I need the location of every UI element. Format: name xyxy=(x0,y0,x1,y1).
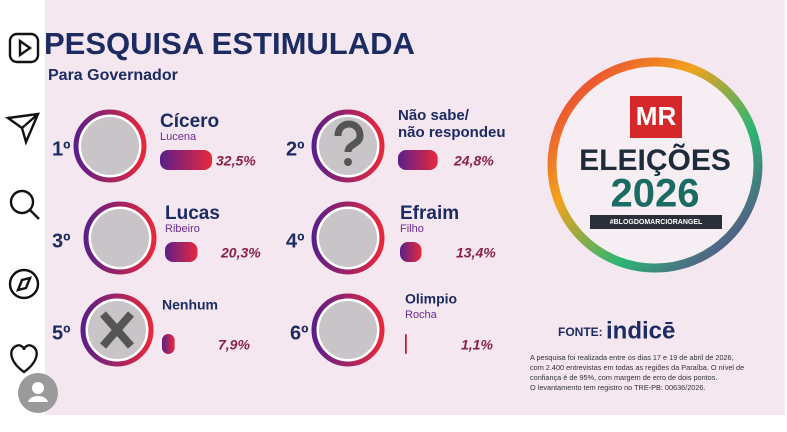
candidate-name: Efraim xyxy=(400,203,459,224)
logo-line2: 2026 xyxy=(611,172,700,216)
compass xyxy=(16,276,32,292)
candidate-surname: não respondeu xyxy=(398,124,506,141)
avatar-body xyxy=(28,396,48,402)
rank: 5º xyxy=(52,322,70,344)
source: indicē xyxy=(606,317,675,344)
photo xyxy=(81,117,139,175)
title: PESQUISA ESTIMULADA xyxy=(44,26,415,61)
bar xyxy=(405,334,407,354)
avatar-head xyxy=(32,382,44,394)
rank: 2º xyxy=(286,138,304,160)
reels-icon[interactable] xyxy=(8,32,40,64)
search-handle xyxy=(29,209,40,220)
value-label: 7,9% xyxy=(218,337,250,353)
search-icon[interactable] xyxy=(9,189,35,215)
value-label: 13,4% xyxy=(456,245,496,261)
value-label: 24,8% xyxy=(453,153,494,169)
candidate-surname: Lucena xyxy=(160,131,197,143)
photo xyxy=(319,209,377,267)
value-label: 1,1% xyxy=(461,337,493,353)
photo xyxy=(319,301,377,359)
photo xyxy=(91,209,149,267)
explore-icon[interactable] xyxy=(8,268,40,300)
value-label: 32,5% xyxy=(216,153,256,169)
share-icon[interactable] xyxy=(4,112,40,146)
candidate-name: Olimpio xyxy=(405,291,457,307)
candidate-name: Não sabe/ xyxy=(398,107,470,124)
note-line: com 2.400 entrevistas em todas as regiõe… xyxy=(530,363,744,372)
rank: 6º xyxy=(290,322,308,344)
bar xyxy=(165,242,198,262)
like-icon[interactable] xyxy=(10,344,38,374)
rank: 1º xyxy=(52,138,70,160)
logo-tag-band xyxy=(590,215,722,229)
logo-brand: MR xyxy=(636,101,677,131)
bar xyxy=(162,334,175,354)
question-icon xyxy=(334,120,364,153)
logo-tag: #BLOGDOMARCIORANGEL xyxy=(610,219,703,226)
candidate-name: Lucas xyxy=(165,203,220,224)
bar xyxy=(400,242,422,262)
rank: 3º xyxy=(52,230,70,252)
question-dot xyxy=(344,158,352,166)
sidebar xyxy=(4,32,40,374)
bar xyxy=(160,150,212,170)
play xyxy=(18,38,33,58)
candidate-surname: Rocha xyxy=(405,309,438,321)
rank: 4º xyxy=(286,230,304,252)
subtitle: Para Governador xyxy=(48,67,178,84)
note-line: O levantamento tem registro no TRE-PB: 0… xyxy=(530,383,706,392)
note-line: confiança é de 95%, com margem de erro d… xyxy=(530,373,717,382)
bar xyxy=(398,150,438,170)
note-line: A pesquisa foi realizada entre os dias 1… xyxy=(530,353,734,362)
candidate-surname: Ribeiro xyxy=(165,223,200,235)
x-icon xyxy=(99,311,135,349)
candidate-name: Nenhum xyxy=(162,297,218,313)
candidate-name: Cícero xyxy=(160,111,219,132)
source-label: FONTE: xyxy=(558,325,603,339)
logo-box xyxy=(630,96,682,138)
logo-line1: ELEIÇÕES xyxy=(579,143,731,177)
value-label: 20,3% xyxy=(220,245,261,261)
candidate-surname: Filho xyxy=(400,223,424,235)
